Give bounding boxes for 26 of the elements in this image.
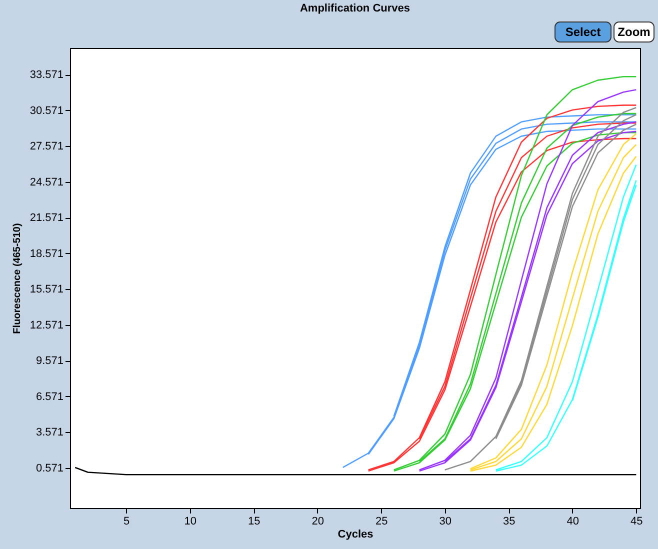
y-tick-label: 9.571 <box>36 355 64 368</box>
y-tick-label: 24.571 <box>30 176 64 188</box>
y-tick-label: 33.571 <box>30 69 64 82</box>
x-tick-label: 40 <box>566 516 580 528</box>
x-tick-label: 5 <box>124 516 130 528</box>
text: Select <box>565 25 601 39</box>
y-tick-label: 6.571 <box>36 390 64 403</box>
x-tick-label: 10 <box>184 516 196 528</box>
x-tick-label: 45 <box>630 516 643 528</box>
x-tick-label: 30 <box>439 516 452 528</box>
y-axis-title: Fluorescence (465-510) <box>12 223 23 334</box>
x-tick-label: 15 <box>248 516 260 528</box>
y-tick-label: 30.571 <box>30 104 64 117</box>
x-tick-label: 20 <box>312 516 324 528</box>
y-tick-label: 27.571 <box>30 140 64 153</box>
y-tick-label: 18.571 <box>30 248 64 260</box>
y-tick-label: 12.571 <box>30 319 64 332</box>
x-axis-title: Cycles <box>338 528 374 540</box>
y-tick-label: 3.571 <box>36 426 64 439</box>
y-tick-label: 21.571 <box>30 212 64 224</box>
y-tick-label: 15.571 <box>30 284 64 296</box>
y-tick-label: 0.571 <box>36 462 64 474</box>
chart-title: Amplification Curves <box>300 2 410 14</box>
x-tick-label: 25 <box>376 516 388 528</box>
x-tick-label: 35 <box>503 516 516 528</box>
text: Zoom <box>618 25 650 39</box>
